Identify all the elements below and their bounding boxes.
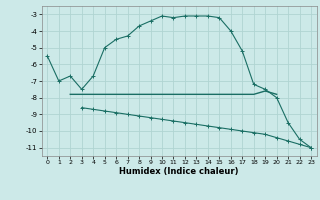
- X-axis label: Humidex (Indice chaleur): Humidex (Indice chaleur): [119, 167, 239, 176]
